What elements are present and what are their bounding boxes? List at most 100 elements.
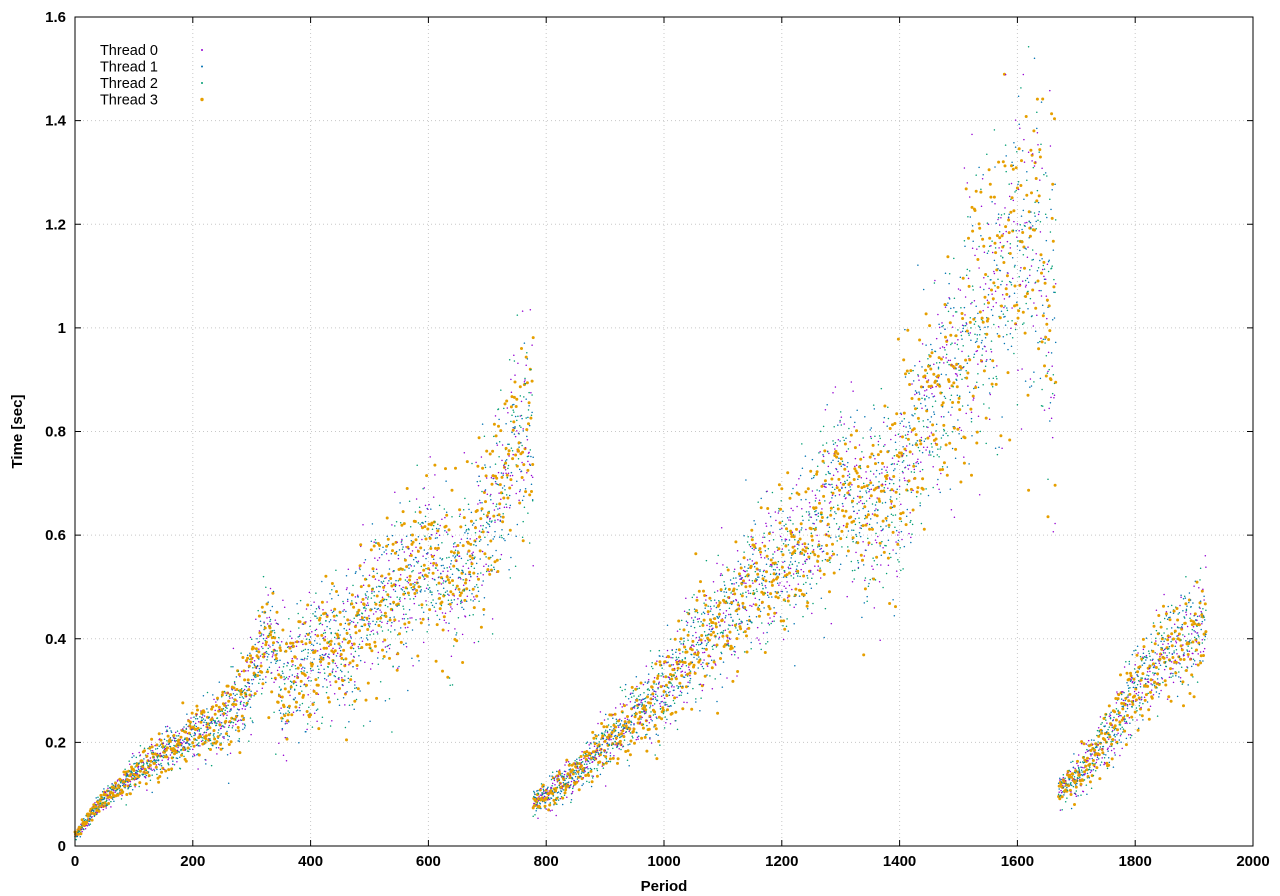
data-point bbox=[805, 498, 807, 501]
data-point bbox=[709, 625, 711, 628]
data-point bbox=[83, 818, 85, 820]
data-point bbox=[385, 651, 388, 653]
data-point bbox=[386, 645, 388, 648]
data-point bbox=[430, 508, 432, 510]
data-point bbox=[566, 796, 568, 798]
data-point bbox=[465, 528, 468, 531]
data-point bbox=[401, 548, 404, 551]
data-point bbox=[241, 696, 244, 698]
data-point bbox=[382, 580, 385, 582]
data-point bbox=[299, 679, 303, 683]
data-point bbox=[318, 607, 321, 610]
data-point bbox=[411, 550, 414, 552]
data-point bbox=[213, 698, 215, 701]
data-point bbox=[677, 619, 681, 623]
data-point bbox=[311, 661, 314, 664]
data-point bbox=[526, 471, 528, 474]
data-point bbox=[785, 538, 788, 541]
data-point bbox=[153, 770, 156, 772]
data-point bbox=[274, 650, 277, 652]
data-point bbox=[302, 649, 305, 652]
data-point bbox=[127, 786, 130, 789]
data-point bbox=[752, 536, 754, 538]
data-point bbox=[84, 827, 87, 830]
data-point bbox=[227, 699, 231, 703]
data-point bbox=[484, 500, 487, 504]
data-point bbox=[748, 564, 750, 566]
data-point bbox=[729, 624, 731, 627]
data-point bbox=[278, 636, 280, 639]
data-point bbox=[347, 568, 350, 571]
data-point bbox=[804, 562, 807, 564]
data-point bbox=[213, 733, 215, 735]
data-point bbox=[240, 714, 244, 718]
data-point bbox=[360, 646, 364, 649]
data-point bbox=[211, 705, 215, 709]
data-point bbox=[241, 708, 244, 710]
data-point bbox=[219, 721, 221, 723]
data-point bbox=[205, 739, 207, 742]
data-point bbox=[607, 724, 610, 726]
data-point bbox=[756, 637, 758, 639]
data-point bbox=[383, 614, 385, 617]
data-point bbox=[388, 656, 391, 660]
data-point bbox=[790, 574, 792, 577]
data-point bbox=[437, 569, 439, 572]
data-point bbox=[664, 683, 668, 687]
data-point bbox=[455, 545, 457, 548]
data-point bbox=[469, 573, 471, 576]
data-point bbox=[643, 705, 647, 709]
data-point bbox=[313, 712, 316, 715]
data-point bbox=[676, 728, 679, 731]
data-point bbox=[144, 777, 147, 779]
data-point bbox=[415, 546, 417, 549]
data-point bbox=[792, 535, 796, 539]
data-point bbox=[559, 797, 562, 800]
data-point bbox=[616, 745, 619, 748]
data-point bbox=[266, 617, 268, 619]
data-point bbox=[798, 478, 800, 480]
data-point bbox=[467, 559, 469, 562]
data-point bbox=[786, 618, 788, 620]
data-point bbox=[795, 572, 798, 575]
data-point bbox=[457, 568, 459, 570]
data-point bbox=[639, 694, 642, 696]
data-point bbox=[374, 539, 377, 541]
data-point bbox=[307, 652, 309, 654]
data-point bbox=[125, 793, 129, 796]
data-point bbox=[401, 510, 405, 514]
data-point bbox=[434, 537, 437, 539]
data-point bbox=[209, 722, 211, 724]
data-point bbox=[604, 713, 607, 716]
data-point bbox=[114, 785, 117, 788]
data-point bbox=[520, 426, 522, 428]
data-point bbox=[515, 492, 517, 495]
data-point bbox=[571, 778, 574, 780]
data-point bbox=[333, 619, 335, 621]
data-point bbox=[306, 723, 309, 725]
data-point bbox=[229, 697, 231, 699]
data-point bbox=[556, 803, 558, 806]
data-point bbox=[496, 570, 500, 573]
data-point bbox=[563, 773, 566, 776]
data-point bbox=[143, 747, 146, 749]
data-point bbox=[782, 619, 786, 623]
data-point bbox=[86, 824, 89, 827]
data-point bbox=[368, 574, 371, 576]
data-point bbox=[723, 580, 725, 583]
data-point bbox=[442, 587, 445, 590]
data-point bbox=[235, 723, 237, 726]
data-point bbox=[655, 716, 658, 718]
data-point bbox=[544, 801, 547, 804]
data-point bbox=[368, 625, 371, 628]
data-point bbox=[306, 633, 310, 636]
data-point bbox=[243, 688, 246, 691]
data-point bbox=[786, 471, 790, 475]
data-point bbox=[745, 650, 749, 654]
data-point bbox=[355, 570, 357, 573]
data-point bbox=[620, 720, 623, 722]
data-point bbox=[293, 699, 295, 701]
data-point bbox=[616, 757, 620, 761]
data-point bbox=[208, 724, 211, 727]
data-point bbox=[341, 676, 343, 679]
